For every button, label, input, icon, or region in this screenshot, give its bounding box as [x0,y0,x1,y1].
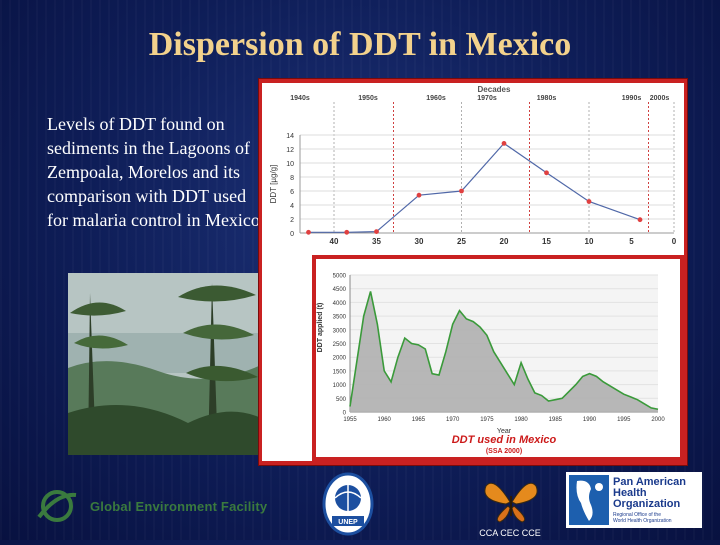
x2-tick-label: 1985 [549,417,563,423]
y2-tick-label: 4000 [333,301,347,307]
y-tick-label: 12 [286,147,294,154]
x2-axis-label: Year [497,428,512,435]
y2-tick-label: 2500 [333,342,347,348]
cec-label: CCA CEC CCE [479,528,541,538]
lagoon-photo [68,273,261,455]
cec-logo: CCA CEC CCE [470,470,550,540]
sediment-data-point [459,188,464,194]
y-tick-label: 0 [290,231,294,238]
slide-title: Dispersion of DDT in Mexico [148,26,572,63]
gef-logo: Global Environment Facility [36,487,267,525]
y2-tick-label: 3000 [333,328,347,334]
y2-tick-label: 0 [343,411,347,417]
x2-tick-label: 1965 [412,417,426,423]
y-axis-label: DDT [µg/g] [269,165,278,204]
sediment-data-point [306,229,311,235]
y2-tick-label: 5000 [333,274,347,280]
x-tick-label: 10 [585,237,594,246]
y-tick-label: 10 [286,161,294,168]
x2-tick-label: 1990 [583,417,597,423]
gef-label: Global Environment Facility [90,498,268,514]
y2-tick-label: 3500 [333,315,347,321]
world-map-icon [569,475,609,525]
x-tick-label: 30 [415,237,424,246]
usage-chart-subtitle: (SSA 2000) [486,448,522,455]
paho-subtitle: Regional Office of the World Health Orga… [613,511,672,524]
sediment-data-point [544,170,549,176]
x-tick-label: 40 [330,237,339,246]
x-tick-label: 0 [672,237,677,246]
gef-globe-icon [37,490,77,522]
y-tick-label: 2 [290,217,294,224]
paho-name: Pan American Health Organization [613,475,686,510]
y2-tick-label: 4500 [333,287,347,293]
decade-label: 1970s [477,95,497,102]
decades-title: Decades [478,85,511,94]
usage-chart-title: DDT used in Mexico [452,434,557,446]
x-tick-label: 15 [542,237,551,246]
decade-label: 1990s [622,95,642,102]
y2-tick-label: 1000 [333,383,347,389]
x-tick-label: 5 [629,237,634,246]
x-tick-label: 25 [457,237,466,246]
x2-tick-label: 1970 [446,417,460,423]
x2-tick-label: 1975 [480,417,494,423]
decade-label: 1960s [426,95,446,102]
decade-label: 1940s [290,95,310,102]
sediment-data-point [344,229,350,235]
unep-label: UNEP [338,519,358,526]
sediment-data-point [501,141,507,146]
chart-panel: Decades 1940s 1950s 1960s 1970s 1980s 1990s 200… [262,83,684,461]
y-tick-label: 14 [286,133,294,140]
y2-tick-label: 2000 [333,356,347,362]
y-tick-label: 8 [290,175,294,182]
slide-description: Levels of DDT found on sediments in the … [47,114,260,230]
unep-logo: UNEP [318,468,378,538]
paho-logo: Pan American Health Organization Regiona… [566,472,702,528]
x-tick-label: 20 [500,237,509,246]
y2-tick-label: 500 [336,397,347,403]
y2-axis-label: DDT applied (t) [317,303,324,353]
ddt-applied-line [349,291,659,411]
x2-tick-label: 1995 [617,417,631,423]
sediment-data-point [416,192,422,198]
x2-tick-label: 2000 [651,417,665,423]
sediment-data-point [374,229,379,235]
decade-label: 1980s [537,95,557,102]
decade-label: 2000s [650,95,670,102]
x2-tick-label: 1960 [378,417,392,423]
y-tick-label: 4 [290,203,294,210]
x-tick-label: 35 [372,237,381,246]
y-tick-label: 6 [290,189,294,196]
x2-tick-label: 1955 [343,417,357,423]
sediment-data-point [586,199,592,204]
y2-tick-label: 1500 [333,369,347,375]
ddt-applied-area [350,291,658,412]
x2-tick-label: 1980 [514,417,528,423]
sediment-data-point [637,217,643,223]
decade-label: 1950s [358,95,378,102]
